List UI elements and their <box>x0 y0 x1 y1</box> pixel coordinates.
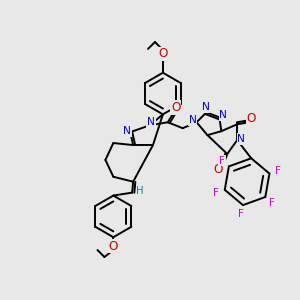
Text: O: O <box>171 101 180 114</box>
Text: N: N <box>237 134 245 144</box>
Text: O: O <box>214 163 223 176</box>
Text: N: N <box>219 110 227 120</box>
Text: O: O <box>109 240 118 253</box>
Text: F: F <box>269 198 275 208</box>
Text: O: O <box>158 47 168 60</box>
Text: F: F <box>238 209 244 219</box>
Text: F: F <box>219 156 225 166</box>
Text: N: N <box>147 117 155 127</box>
Text: F: F <box>213 188 219 198</box>
Text: O: O <box>246 112 256 125</box>
Text: N: N <box>202 102 209 112</box>
Text: N: N <box>123 126 131 136</box>
Text: H: H <box>136 186 144 196</box>
Text: N: N <box>189 115 196 125</box>
Text: F: F <box>275 166 281 176</box>
